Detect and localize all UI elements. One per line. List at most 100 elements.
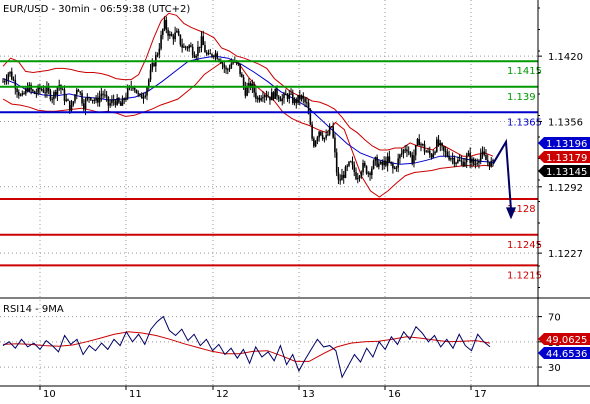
candle-body — [244, 86, 247, 96]
candle-body — [116, 98, 118, 105]
candle-body — [457, 159, 459, 163]
candle-body — [9, 71, 11, 74]
candle-body — [82, 103, 85, 110]
candle-body — [216, 53, 219, 60]
candle-body — [75, 89, 78, 95]
candle-body — [341, 174, 343, 181]
time-tick-label: 11 — [129, 389, 142, 400]
candle-body — [290, 93, 292, 95]
candle-body — [114, 101, 117, 105]
candle-body — [372, 160, 375, 169]
price-badge — [538, 165, 590, 177]
candle-body — [399, 154, 401, 159]
candle-body — [207, 53, 210, 55]
candle-body — [453, 158, 456, 164]
candle-body — [118, 98, 120, 103]
candle-body — [277, 96, 280, 100]
candle-body — [26, 88, 29, 92]
candle-body — [435, 139, 438, 152]
candle-body — [378, 163, 380, 167]
candle-body — [77, 89, 80, 92]
candle-body — [72, 101, 75, 106]
candle-body — [218, 59, 220, 61]
candle-body — [478, 160, 480, 164]
level-label: 1.139 — [507, 92, 536, 103]
candle-body — [464, 162, 466, 167]
candle-body — [197, 46, 199, 56]
candle-body — [474, 163, 477, 165]
candle-body — [144, 95, 147, 98]
candle-body — [421, 144, 424, 146]
candle-body — [360, 172, 363, 177]
candle-body — [163, 19, 166, 30]
time-tick-label: 12 — [216, 389, 229, 400]
candle-body — [355, 171, 357, 180]
candle-body — [450, 158, 452, 160]
level-label: 1.1415 — [507, 66, 542, 77]
candle-body — [158, 48, 161, 55]
candle-body — [304, 98, 306, 103]
candle-body — [262, 97, 264, 99]
candle-body — [202, 36, 205, 46]
projection-arrowhead — [506, 207, 516, 220]
candle-body — [100, 93, 103, 97]
candle-body — [309, 114, 312, 125]
candle-body — [369, 172, 371, 176]
candle-body — [160, 35, 162, 49]
candle-body — [306, 102, 308, 104]
candle-body — [349, 161, 352, 163]
candle-body — [485, 155, 487, 161]
candle-body — [105, 94, 108, 97]
candle-body — [288, 93, 291, 99]
main-chart-title: EUR/USD - 30min - 06:59:38 (UTC+2) — [3, 4, 190, 15]
candle-body — [411, 154, 414, 163]
candle-body — [413, 155, 415, 163]
candle-body — [371, 168, 373, 176]
candle-body — [98, 96, 101, 103]
candle-body — [269, 96, 271, 101]
candle-body — [321, 135, 324, 139]
candle-body — [416, 139, 419, 146]
bollinger-upper-band — [2, 12, 494, 157]
candle-body — [28, 84, 31, 92]
candle-body — [381, 161, 384, 166]
candle-body — [363, 162, 366, 166]
candle-body — [362, 162, 364, 173]
candle-body — [481, 151, 484, 154]
candle-body — [119, 102, 122, 106]
candle-body — [137, 93, 140, 95]
candle-body — [149, 69, 152, 80]
candle-body — [265, 95, 268, 97]
candle-body — [19, 95, 22, 97]
candle-body — [270, 92, 273, 101]
candle-body — [151, 63, 154, 70]
candle-body — [7, 73, 10, 80]
candle-body — [97, 98, 99, 103]
time-tick-label: 13 — [302, 389, 315, 400]
bollinger-lower-band — [2, 59, 494, 198]
candle-body — [146, 87, 148, 96]
candle-body — [297, 95, 299, 103]
candle-body — [444, 150, 447, 152]
candle-body — [33, 91, 36, 94]
candle-body — [490, 160, 493, 167]
candle-body — [316, 137, 319, 142]
price-tick-label: 1.1227 — [548, 249, 583, 260]
candle-body — [423, 144, 426, 152]
candle-body — [2, 81, 4, 83]
candle-body — [133, 87, 136, 90]
candle-body — [260, 98, 262, 101]
candle-body — [441, 143, 443, 147]
candle-body — [195, 55, 197, 58]
candle-body — [102, 93, 104, 95]
candle-body — [313, 138, 315, 147]
price-tick-label: 1.1292 — [548, 183, 583, 194]
level-label: 1.128 — [507, 204, 536, 215]
candle-body — [471, 158, 473, 163]
candle-body — [190, 45, 192, 47]
candle-body — [414, 145, 417, 156]
candle-body — [249, 82, 252, 88]
candle-body — [184, 46, 187, 48]
candle-body — [346, 165, 349, 167]
candle-body — [409, 152, 412, 155]
